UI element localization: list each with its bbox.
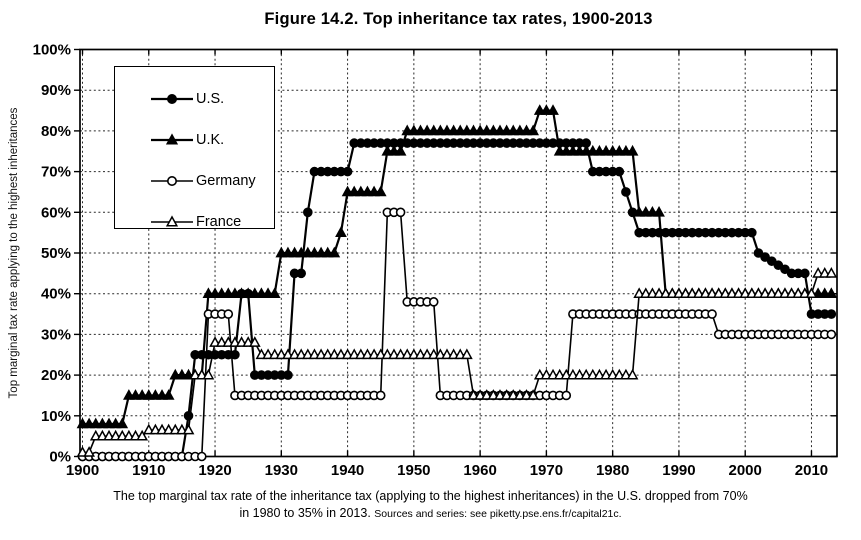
svg-text:10%: 10%: [41, 408, 71, 425]
caption-line1: The top marginal tax rate of the inherit…: [113, 489, 748, 503]
legend-item-france: France: [115, 201, 274, 242]
svg-text:30%: 30%: [41, 326, 71, 343]
svg-text:1950: 1950: [397, 462, 430, 479]
legend-item-uk: U.K.: [115, 119, 274, 160]
svg-text:1900: 1900: [66, 462, 99, 479]
svg-text:0%: 0%: [49, 449, 71, 466]
legend-item-us: U.S.: [115, 78, 274, 119]
uk-series-marker-icon: [151, 132, 193, 145]
svg-text:1980: 1980: [596, 462, 629, 479]
svg-text:100%: 100%: [33, 42, 71, 59]
svg-text:70%: 70%: [41, 164, 71, 181]
svg-text:50%: 50%: [41, 245, 71, 262]
svg-text:1970: 1970: [530, 462, 563, 479]
svg-text:90%: 90%: [41, 82, 71, 99]
svg-text:20%: 20%: [41, 367, 71, 384]
svg-text:1990: 1990: [662, 462, 695, 479]
legend-item-germany: Germany: [115, 160, 274, 201]
svg-text:1960: 1960: [463, 462, 496, 479]
caption-line2: in 1980 to 35% in 2013. Sources and seri…: [239, 506, 622, 520]
france-series-marker-icon: [151, 214, 193, 227]
legend-label-germany: Germany: [196, 172, 256, 189]
plot-area: 1900 1910 1920 1930 1940 1950 1960 1970 1980 1990…: [33, 42, 838, 479]
svg-text:1930: 1930: [265, 462, 298, 479]
svg-text:1940: 1940: [331, 462, 364, 479]
svg-text:40%: 40%: [41, 286, 71, 303]
caption: The top marginal tax rate of the inherit…: [0, 488, 861, 523]
caption-source: Sources and series: see piketty.pse.ens.…: [374, 508, 622, 520]
svg-text:60%: 60%: [41, 204, 71, 221]
legend-label-france: France: [196, 213, 242, 230]
svg-text:1920: 1920: [198, 462, 231, 479]
svg-text:2000: 2000: [729, 462, 762, 479]
us-series-marker-icon: [151, 93, 193, 104]
svg-text:2010: 2010: [795, 462, 828, 479]
germany-series-marker-icon: [151, 175, 193, 186]
legend-label-uk: U.K.: [196, 131, 225, 148]
legend-label-us: U.S.: [196, 90, 225, 107]
svg-text:1910: 1910: [132, 462, 165, 479]
svg-text:80%: 80%: [41, 123, 71, 140]
chart-title: Figure 14.2. Top inheritance tax rates, …: [264, 10, 653, 28]
legend: U.S. U.K. Germany France: [114, 66, 275, 230]
